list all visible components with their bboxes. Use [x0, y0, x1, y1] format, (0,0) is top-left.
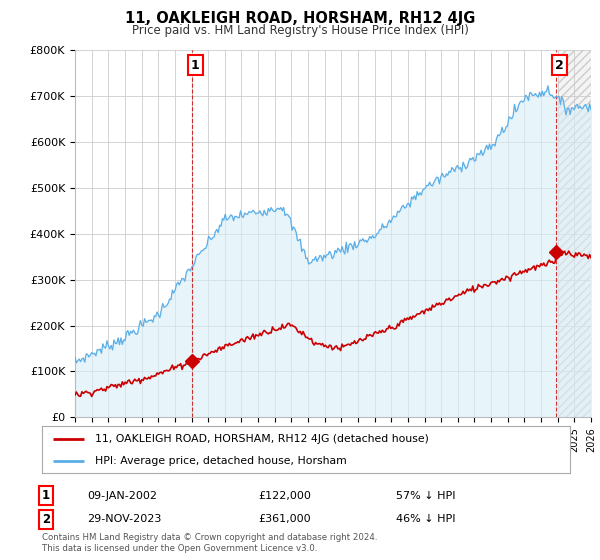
Text: HPI: Average price, detached house, Horsham: HPI: Average price, detached house, Hors…: [95, 456, 347, 466]
Text: 09-JAN-2002: 09-JAN-2002: [87, 491, 157, 501]
Text: 1: 1: [191, 59, 200, 72]
Text: 2: 2: [42, 512, 50, 526]
Text: 11, OAKLEIGH ROAD, HORSHAM, RH12 4JG: 11, OAKLEIGH ROAD, HORSHAM, RH12 4JG: [125, 11, 475, 26]
Text: Contains HM Land Registry data © Crown copyright and database right 2024.
This d: Contains HM Land Registry data © Crown c…: [42, 533, 377, 553]
Text: 29-NOV-2023: 29-NOV-2023: [87, 514, 161, 524]
Polygon shape: [558, 50, 591, 417]
Text: 46% ↓ HPI: 46% ↓ HPI: [396, 514, 455, 524]
Text: 2: 2: [555, 59, 564, 72]
Text: Price paid vs. HM Land Registry's House Price Index (HPI): Price paid vs. HM Land Registry's House …: [131, 24, 469, 36]
Text: £361,000: £361,000: [258, 514, 311, 524]
Text: 11, OAKLEIGH ROAD, HORSHAM, RH12 4JG (detached house): 11, OAKLEIGH ROAD, HORSHAM, RH12 4JG (de…: [95, 434, 428, 444]
Text: £122,000: £122,000: [258, 491, 311, 501]
Text: 1: 1: [42, 489, 50, 502]
Text: 57% ↓ HPI: 57% ↓ HPI: [396, 491, 455, 501]
